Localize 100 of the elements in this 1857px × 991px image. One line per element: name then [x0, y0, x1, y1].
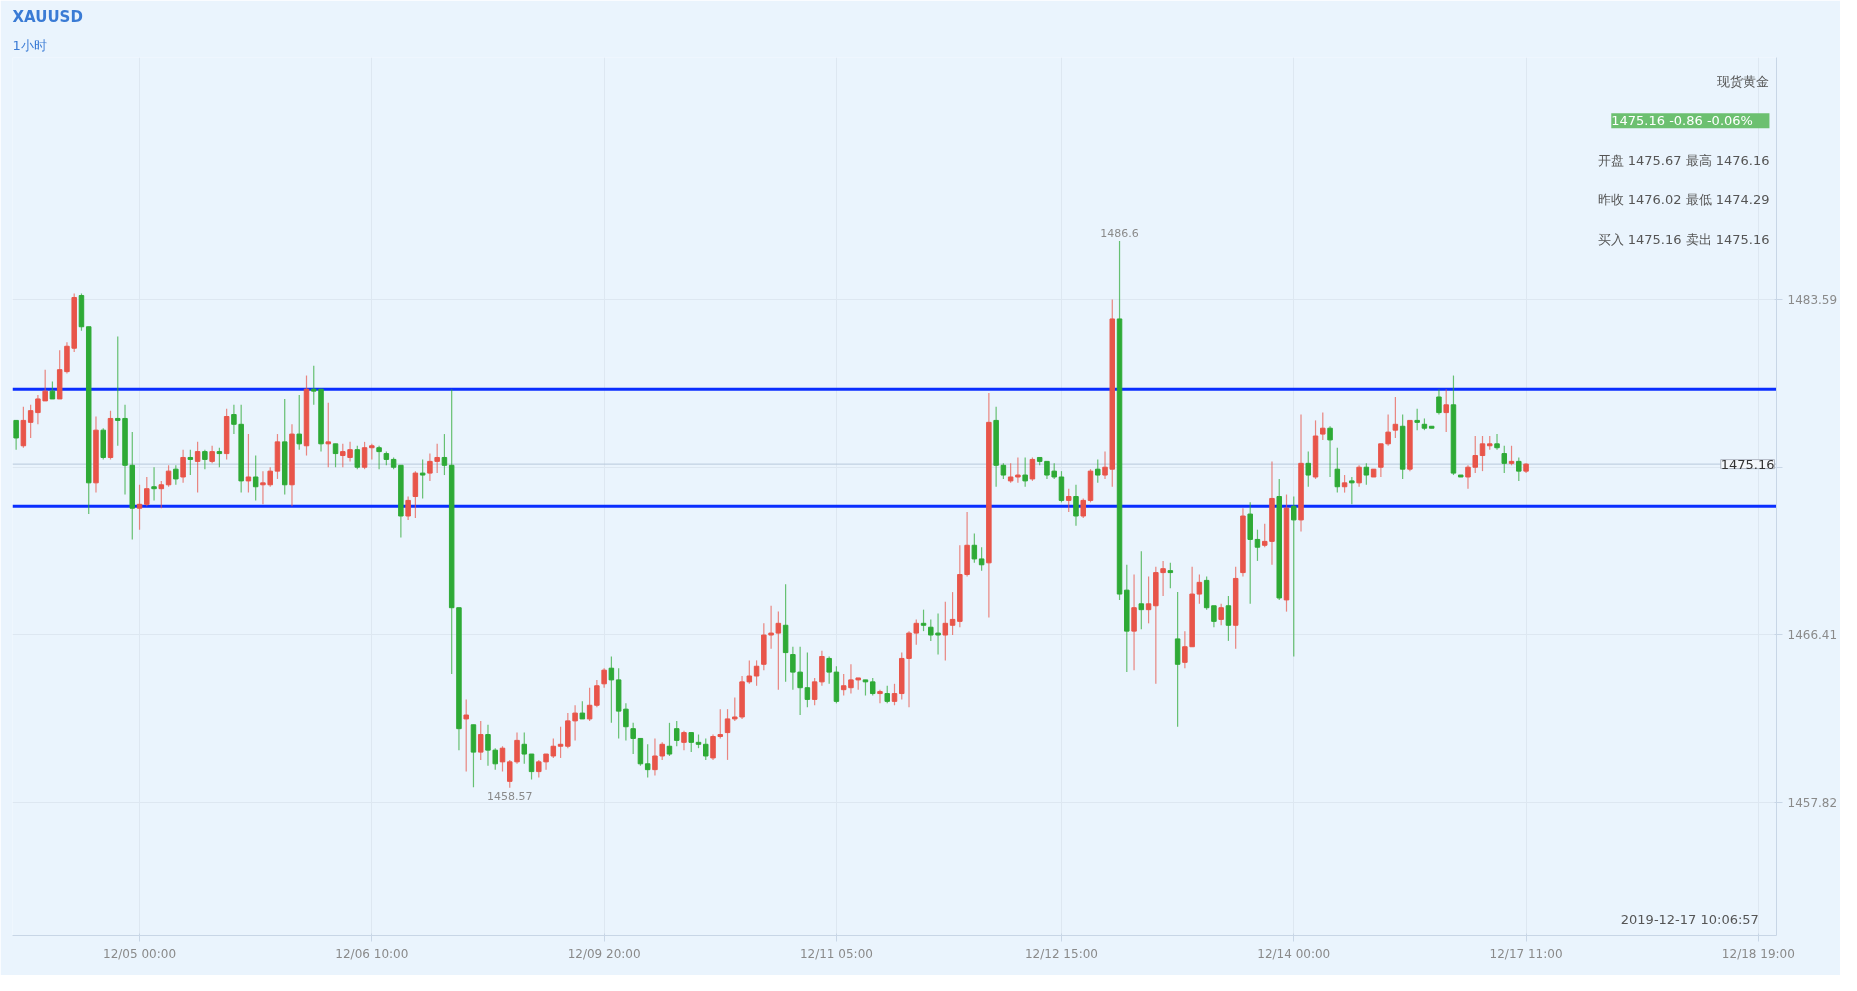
candlestick: [202, 449, 208, 470]
candlestick: [13, 419, 19, 451]
candlestick: [144, 476, 150, 507]
candlestick: [1356, 464, 1362, 488]
y-tick-label: 1466.41: [1787, 628, 1838, 643]
candlestick: [194, 441, 201, 494]
candlestick: [376, 445, 382, 470]
candlestick: [1436, 388, 1442, 416]
annotation: 买入 1475.16 卖出 1475.16: [1597, 231, 1770, 247]
chart-title: XAUUSD: [12, 7, 83, 26]
candlestick: [1414, 408, 1420, 431]
candlestick: [1305, 451, 1312, 488]
candlestick: [1472, 435, 1478, 474]
candlestick: [405, 495, 411, 521]
candlestick: [1131, 573, 1137, 671]
candlestick: [216, 447, 223, 468]
candlestick: [811, 677, 818, 706]
x-tick-label: 12/18 19:00: [1721, 946, 1795, 961]
candlestick: [1465, 464, 1471, 490]
candlestick: [1349, 476, 1355, 505]
annotation: 现货黄金: [1717, 73, 1770, 89]
candlestick: [724, 708, 731, 761]
candlestick: [790, 646, 796, 691]
candlestick: [1501, 445, 1508, 474]
candlestick: [1479, 435, 1486, 472]
candlestick: [1058, 470, 1065, 503]
candlestick: [1029, 456, 1036, 482]
candlestick: [180, 449, 186, 484]
candlestick: [1363, 462, 1370, 486]
candlestick: [173, 464, 179, 486]
candlestick: [412, 470, 419, 519]
candlestick: [477, 720, 484, 761]
annotation: 1475.16 -0.86 -0.06%: [1611, 113, 1753, 129]
candlestick: [187, 449, 194, 476]
candlestick: [971, 532, 978, 564]
candlestick: [1494, 433, 1500, 451]
candlestick: [630, 722, 636, 755]
chart-subtitle: 1小时: [12, 37, 47, 53]
candlestick: [514, 731, 520, 765]
candlestick: [165, 464, 172, 488]
candlestick: [499, 745, 506, 773]
candlestick: [296, 394, 302, 451]
candlestick: [158, 480, 165, 509]
candlestick: [354, 445, 361, 470]
annotation: 1458.57: [487, 789, 533, 803]
candlestick: [608, 655, 615, 724]
x-tick-label: 12/12 15:00: [1024, 946, 1098, 961]
candlestick: [151, 466, 157, 501]
candlestick: [1291, 495, 1297, 658]
candlestick: [1254, 529, 1261, 562]
candlestick: [245, 433, 252, 494]
candlestick: [557, 726, 564, 759]
candlestick: [1378, 443, 1384, 478]
candlestick: [1443, 388, 1449, 433]
x-tick-label: 12/11 05:00: [799, 946, 873, 961]
candlestick: [703, 737, 709, 761]
candlestick: [652, 737, 658, 777]
candlestick: [601, 667, 607, 689]
candlestick: [644, 743, 651, 779]
annotation: 开盘 1475.67 最高 1476.16: [1597, 152, 1770, 168]
candlestick: [252, 454, 259, 501]
candlestick: [768, 605, 774, 650]
candlestick: [1095, 458, 1101, 484]
candlestick: [1080, 497, 1086, 519]
ref-line-label: 1475.16: [1720, 456, 1775, 472]
candlestick: [804, 651, 811, 708]
x-tick-label: 12/05 00:00: [103, 946, 177, 961]
annotation: 昨收 1476.02 最低 1474.29: [1597, 192, 1770, 208]
candlestick: [1334, 447, 1341, 494]
candlestick: [891, 683, 898, 706]
candlestick: [1138, 550, 1145, 630]
y-tick-label: 1483.59: [1787, 293, 1838, 308]
candlestick: [1320, 412, 1326, 441]
candlestick: [1392, 396, 1399, 439]
candlestick: [673, 720, 680, 747]
x-tick-label: 12/06 10:00: [335, 946, 409, 961]
candlestick: [1065, 488, 1072, 513]
candlestick: [1516, 456, 1522, 482]
candlestick: [1073, 484, 1079, 527]
candlestick: [1022, 456, 1028, 488]
candlestick: [1225, 595, 1232, 642]
candlestick: [775, 611, 782, 691]
candlestick: [463, 698, 469, 773]
candlestick: [572, 704, 578, 741]
candlestick: [688, 731, 694, 753]
candlestick: [797, 646, 803, 716]
candlestick: [666, 722, 673, 757]
candlestick: [732, 696, 738, 722]
y-tick-label: 1457.82: [1787, 795, 1838, 810]
candlestick: [1145, 575, 1152, 624]
candlestick: [507, 759, 513, 789]
candlestick: [1508, 445, 1515, 466]
candlestick: [361, 441, 368, 470]
annotation: 2019-12-17 10:06:57: [1620, 911, 1759, 927]
candlestick: [877, 689, 883, 704]
candlestick: [1327, 425, 1333, 478]
candlestick: [753, 659, 760, 687]
x-tick-label: 12/14 00:00: [1257, 946, 1331, 961]
candlestick: [949, 591, 956, 636]
candlestick: [1196, 573, 1203, 605]
